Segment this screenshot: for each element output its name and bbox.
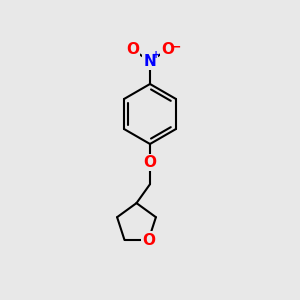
Text: +: + <box>152 50 160 60</box>
Text: −: − <box>171 40 181 54</box>
Text: O: O <box>161 42 174 57</box>
Text: O: O <box>142 232 155 247</box>
Text: O: O <box>143 155 157 170</box>
Text: O: O <box>126 42 139 57</box>
Text: N: N <box>144 54 156 69</box>
